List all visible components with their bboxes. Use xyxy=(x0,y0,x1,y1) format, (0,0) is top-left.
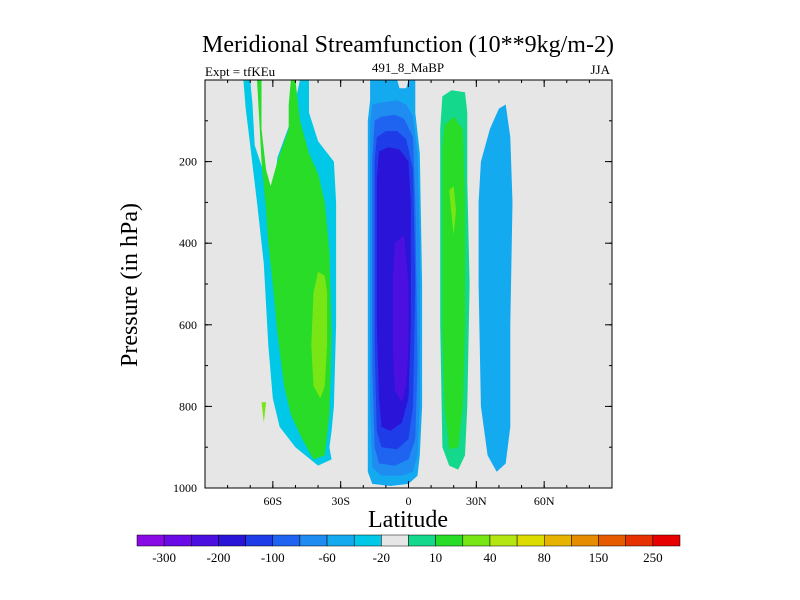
x-tick-label: 60S xyxy=(263,494,282,508)
colorbar-box xyxy=(163,534,192,547)
colorbar-label: -100 xyxy=(261,550,285,565)
x-axis-title: Latitude xyxy=(368,507,448,533)
x-tick-label: 30S xyxy=(331,494,350,508)
contour-region-nh-cell-mid xyxy=(442,116,465,450)
colorbar-box xyxy=(191,534,219,547)
colorbar-box xyxy=(299,534,328,547)
colorbar-label: 150 xyxy=(589,550,609,565)
colorbar-label: 80 xyxy=(538,550,551,565)
colorbar-box xyxy=(489,534,518,547)
colorbar-box xyxy=(245,534,274,547)
colorbar-box xyxy=(218,534,246,547)
colorbar-box xyxy=(353,534,382,547)
contour-region-nh-cell-core xyxy=(449,186,456,235)
colorbar-box xyxy=(326,534,355,547)
colorbar-label: 250 xyxy=(643,550,663,565)
contour-region-nh-ferrel xyxy=(478,104,513,472)
colorbar-label: -20 xyxy=(373,550,390,565)
x-tick-label: 60N xyxy=(534,494,555,508)
chart-title: Meridional Streamfunction (10**9kg/m-2) xyxy=(202,32,614,58)
x-tick-label: 0 xyxy=(406,494,412,508)
colorbar-box xyxy=(408,534,436,547)
colorbar-label: -60 xyxy=(318,550,335,565)
y-tick-label: 800 xyxy=(179,399,197,413)
colorbar-box xyxy=(598,534,626,547)
colorbar-box xyxy=(136,534,165,547)
y-tick-label: 1000 xyxy=(173,481,197,495)
colorbar-box xyxy=(544,534,572,547)
x-tick-label: 30N xyxy=(466,494,487,508)
contour-region-sh-single-lobe xyxy=(261,402,267,423)
run-id-label: 491_8_MaBP xyxy=(372,60,444,75)
colorbar-box xyxy=(435,534,464,547)
colorbar-box xyxy=(272,534,301,547)
colorbar-box xyxy=(462,534,491,547)
season-label: JJA xyxy=(590,62,610,77)
colorbar-label: 10 xyxy=(429,550,442,565)
colorbar-box xyxy=(571,534,599,547)
contour-region-sh-ferrel-core xyxy=(311,271,328,399)
colorbar-label: -300 xyxy=(152,550,176,565)
colorbar-box xyxy=(625,534,654,547)
y-tick-label: 200 xyxy=(179,155,197,169)
colorbar-box xyxy=(516,534,545,547)
y-axis-title: Pressure (in hPa) xyxy=(117,203,143,367)
contour-region-hadley-level6 xyxy=(392,235,409,403)
y-tick-label: 600 xyxy=(179,318,197,332)
colorbar-label: 40 xyxy=(483,550,496,565)
colorbar-label: -200 xyxy=(207,550,231,565)
colorbar: -300 -200 -100 -60 -20 10 40 80 150 250 xyxy=(136,534,681,565)
axis-ticks: 60S 30S 0 30N 60N 200 400 600 800 1000 xyxy=(173,80,613,508)
colorbar-box xyxy=(652,534,681,547)
y-tick-label: 400 xyxy=(179,236,197,250)
contour-fills xyxy=(243,80,513,486)
experiment-label: Expt = tfKEu xyxy=(205,64,276,79)
colorbar-box xyxy=(381,534,409,547)
